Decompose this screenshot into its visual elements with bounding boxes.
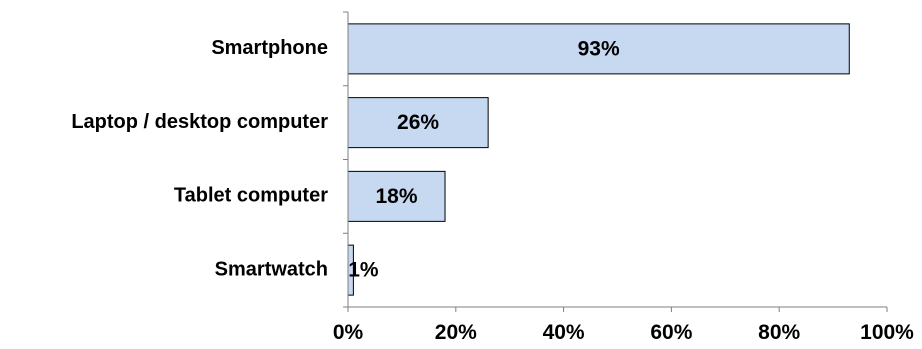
data-label: 1% [348,259,379,282]
category-label: Smartphone [211,37,328,59]
data-label: 93% [578,37,620,60]
x-tick-label: 40% [543,321,585,344]
data-label: 26% [397,111,439,134]
labels-layer: Smartphone 93% Laptop / desktop computer 26… [71,37,620,282]
x-tick-label: 0% [333,321,364,344]
category-label: Laptop / desktop computer [71,111,328,133]
bar-2 [347,97,489,149]
category-label: Tablet computer [174,185,328,207]
x-tick-label: 20% [435,321,477,344]
x-tick-label: 100% [860,321,914,344]
x-tick-label: 80% [758,321,800,344]
x-tick-label: 60% [650,321,692,344]
axis-layer: 0% 20% 40% 60% 80% 100% [333,11,914,344]
bars-layer [347,23,850,296]
bar-1 [347,23,850,75]
data-label: 18% [375,185,417,208]
category-label: Smartwatch [215,258,328,280]
bar-3 [347,170,446,222]
